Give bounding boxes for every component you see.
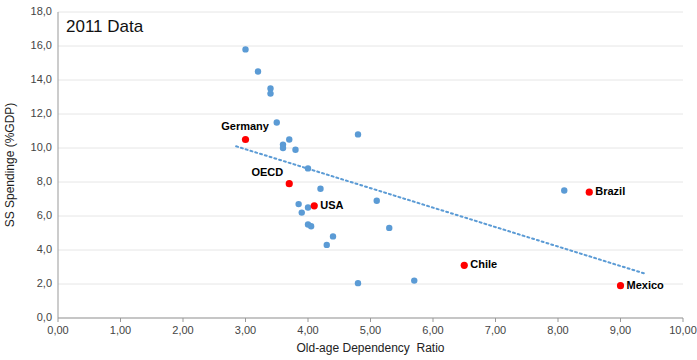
point [280, 145, 286, 151]
point-label: Germany [221, 120, 270, 132]
tick-mark [620, 318, 621, 322]
point [274, 119, 280, 125]
point [461, 262, 468, 269]
tick-mark [495, 318, 496, 322]
point-label: Brazil [595, 185, 625, 197]
tick-label: 16,0 [31, 39, 52, 51]
trendline [236, 146, 645, 273]
grid-line [58, 46, 683, 47]
point [374, 198, 380, 204]
tick-label: 8,0 [37, 175, 52, 187]
point [255, 68, 261, 74]
x-axis [58, 318, 683, 319]
point-label: Chile [470, 258, 497, 270]
point [355, 280, 361, 286]
point [317, 186, 323, 192]
tick-label: 4,0 [37, 243, 52, 255]
tick-label: 5,00 [360, 324, 381, 336]
tick-label: 1,00 [110, 324, 131, 336]
grid-line [58, 114, 683, 115]
tick-mark [370, 318, 371, 322]
chart: 0,0 2,0 4,0 6,0 8,0 10,0 12,0 14,0 16,0 18,0 0,00 1… [0, 0, 697, 360]
point [286, 180, 293, 187]
grid-line [58, 12, 683, 13]
tick-label: 4,00 [297, 324, 318, 336]
tick-label: 12,0 [31, 107, 52, 119]
grid-line [58, 284, 683, 285]
tick-label: 6,00 [422, 324, 443, 336]
point [561, 187, 567, 193]
tick-label: 3,00 [235, 324, 256, 336]
y-axis-label: SS Spendinge (%GDP) [3, 103, 17, 228]
point-label: USA [320, 199, 343, 211]
grid-line [58, 216, 683, 217]
point [242, 46, 248, 52]
point-label: OECD [251, 166, 283, 178]
tick-mark [245, 318, 246, 322]
point [286, 136, 292, 142]
plot-area [236, 46, 645, 289]
grid-line [58, 318, 683, 319]
tick-mark [183, 318, 184, 322]
tick-label: 7,00 [485, 324, 506, 336]
y-axis [58, 12, 59, 318]
point-labels: Germany OECD USA Chile Brazil Mexico [221, 120, 664, 290]
grid-line [58, 182, 683, 183]
grid [58, 12, 683, 318]
tick-label: 10,00 [669, 324, 697, 336]
tick-label: 2,00 [172, 324, 193, 336]
point [305, 204, 311, 210]
point [411, 277, 417, 283]
title: 2011 Data [66, 17, 144, 36]
tick-label: 2,0 [37, 277, 52, 289]
tick-mark [58, 318, 59, 322]
tick-label: 0,0 [37, 311, 52, 323]
tick-label: 6,0 [37, 209, 52, 221]
tick-mark [308, 318, 309, 322]
point-label: Mexico [627, 279, 665, 291]
x-axis-label: Old-age Dependency Ratio [296, 341, 444, 355]
point [242, 136, 249, 143]
point [292, 147, 298, 153]
point [311, 202, 318, 209]
tick-mark [120, 318, 121, 322]
point [324, 242, 330, 248]
grid-line [58, 250, 683, 251]
point [330, 233, 336, 239]
point [386, 225, 392, 231]
tick-label: 9,00 [610, 324, 631, 336]
point [299, 209, 305, 215]
tick-mark [433, 318, 434, 322]
tick-mark [683, 318, 684, 322]
point [308, 223, 314, 229]
tick-mark [558, 318, 559, 322]
point [267, 90, 273, 96]
point [617, 282, 624, 289]
point [295, 201, 301, 207]
tick-label: 0,00 [47, 324, 68, 336]
tick-label: 8,00 [547, 324, 568, 336]
tick-label: 14,0 [31, 73, 52, 85]
tick-label: 18,0 [31, 5, 52, 17]
tick-label: 10,0 [31, 141, 52, 153]
grid-line [58, 148, 683, 149]
point [355, 131, 361, 137]
point [586, 189, 593, 196]
grid-line [58, 80, 683, 81]
